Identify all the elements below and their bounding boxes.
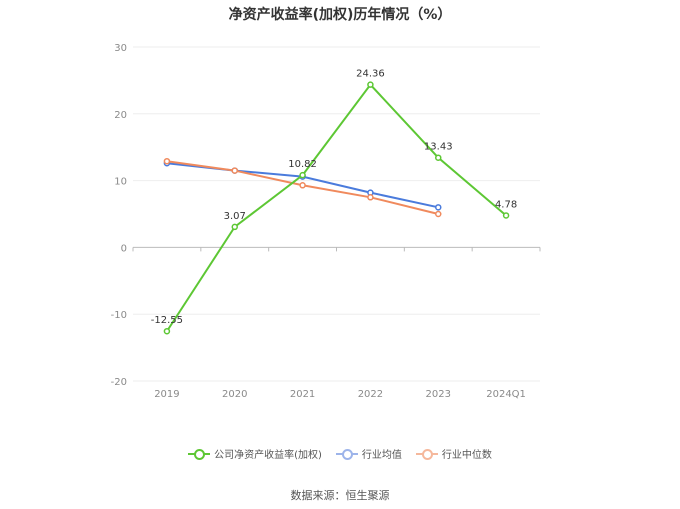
legend-swatch-company-roe bbox=[188, 448, 211, 460]
y-tick-label: 20 bbox=[114, 110, 127, 121]
chart-title: 净资产收益率(加权)历年情况（%） bbox=[228, 7, 452, 23]
data-point-2 bbox=[163, 157, 171, 165]
legend-label-industry-median: 行业中位数 bbox=[441, 450, 492, 461]
x-tick-label: 2021 bbox=[290, 389, 315, 400]
data-point-0 bbox=[367, 81, 374, 88]
data-point-0 bbox=[163, 327, 171, 335]
x-tick-label: 2023 bbox=[426, 389, 451, 400]
y-tick-label: 10 bbox=[114, 177, 127, 188]
y-tick-label: 30 bbox=[114, 43, 127, 54]
y-tick-label: -20 bbox=[111, 377, 127, 388]
legend-item-industry-median[interactable]: 行业中位数 bbox=[415, 446, 492, 461]
legend-swatch-industry-mean bbox=[335, 448, 358, 460]
legend-item-company-roe[interactable]: 公司净资产收益率(加权) bbox=[188, 446, 322, 461]
data-point-1 bbox=[435, 204, 442, 211]
data-label: 10.82 bbox=[288, 159, 317, 170]
data-point-0 bbox=[502, 212, 510, 219]
data-point-2 bbox=[231, 167, 238, 174]
x-tick-label: 2020 bbox=[222, 389, 247, 400]
x-tick-label: 2022 bbox=[358, 389, 383, 400]
data-label: -12.55 bbox=[151, 315, 183, 326]
series-line-0 bbox=[166, 83, 507, 332]
data-point-2 bbox=[435, 210, 442, 218]
y-tick-label: -10 bbox=[111, 310, 127, 321]
data-label: 13.43 bbox=[424, 142, 453, 153]
data-point-2 bbox=[299, 182, 306, 189]
data-label: 4.78 bbox=[495, 199, 517, 210]
data-label: 3.07 bbox=[224, 211, 246, 222]
data-source: 数据来源：恒生聚源 bbox=[290, 489, 390, 502]
data-point-0 bbox=[299, 171, 306, 179]
legend-swatch-industry-median bbox=[415, 448, 438, 460]
x-tick-label: 2019 bbox=[154, 389, 179, 400]
data-label: 24.36 bbox=[356, 69, 385, 80]
legend: 公司净资产收益率(加权) 行业均值 行业中位数 bbox=[0, 446, 680, 461]
data-point-0 bbox=[435, 154, 442, 161]
legend-label-company-roe: 公司净资产收益率(加权) bbox=[214, 450, 322, 461]
data-point-2 bbox=[367, 194, 374, 201]
y-tick-label: 0 bbox=[121, 243, 127, 254]
x-tick-label: 2024Q1 bbox=[486, 389, 526, 400]
legend-label-industry-mean: 行业均值 bbox=[361, 450, 402, 461]
legend-item-industry-mean[interactable]: 行业均值 bbox=[335, 446, 402, 461]
data-point-0 bbox=[231, 223, 238, 231]
